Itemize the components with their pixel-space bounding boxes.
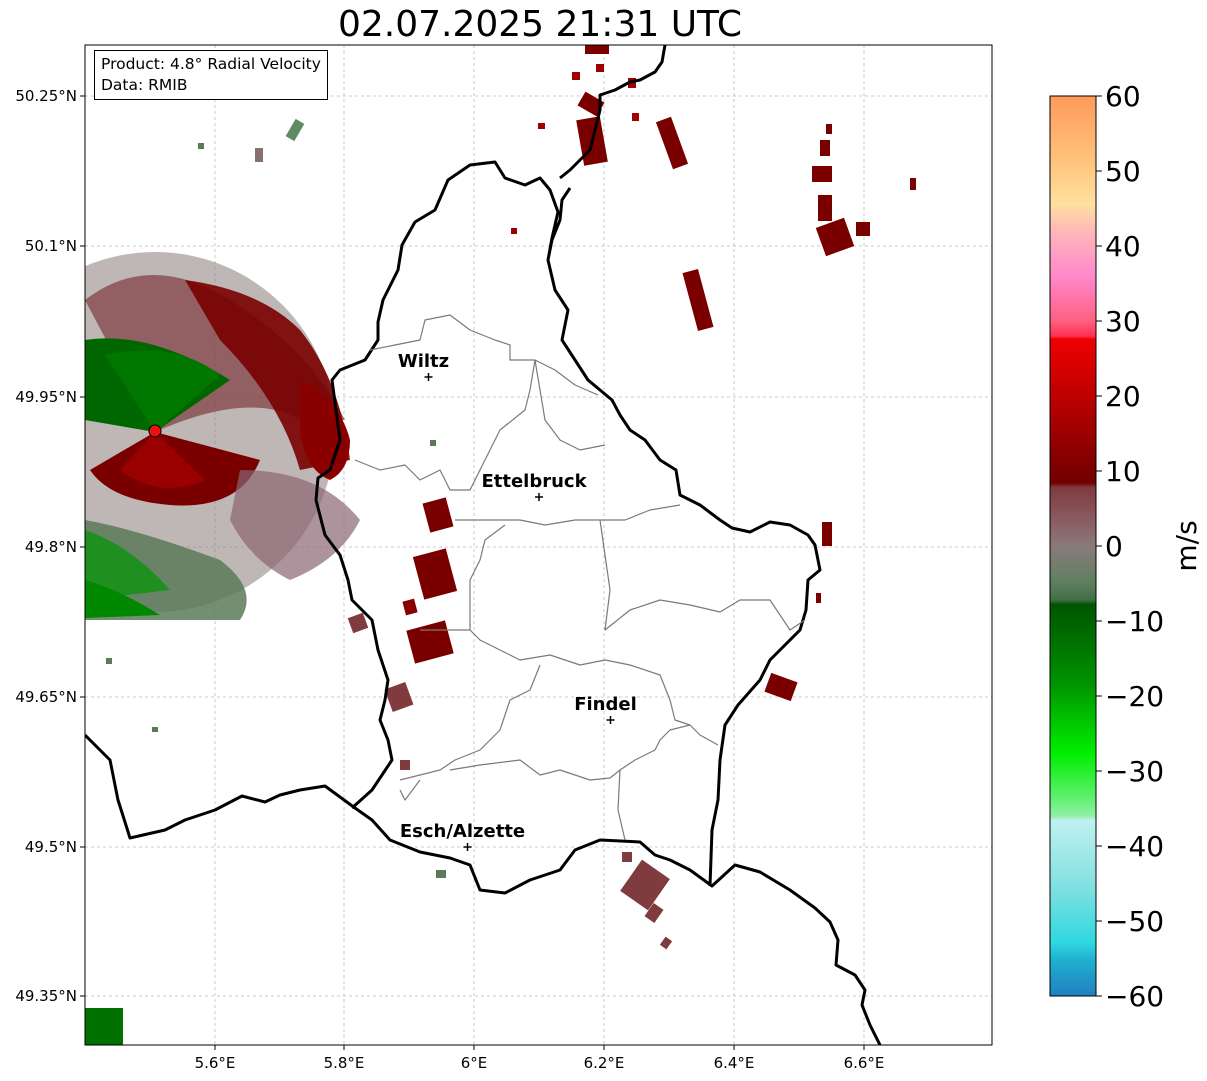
colorbar-tick-label: 20	[1105, 380, 1141, 413]
city-label: Wiltz	[398, 351, 449, 372]
lat-tick-label: 49.5°N	[25, 838, 77, 856]
lon-tick-label: 6.4°E	[714, 1054, 755, 1072]
colorbar-tick-label: 40	[1105, 230, 1141, 263]
colorbar-unit-label: m/s	[1170, 520, 1203, 571]
city-marker	[424, 373, 433, 381]
product-label: Product: 4.8° Radial Velocity	[101, 55, 321, 73]
map-title: 02.07.2025 21:31 UTC	[337, 4, 743, 45]
city-label: Esch/Alzette	[400, 821, 525, 842]
colorbar-tick-label: −40	[1105, 830, 1164, 863]
lon-tick-label: 5.6°E	[195, 1054, 236, 1072]
colorbar-tick-label: 60	[1105, 80, 1141, 113]
colorbar-tick-label: −60	[1105, 980, 1164, 1013]
district-boundaries	[354, 314, 806, 841]
lat-tick-label: 49.35°N	[15, 987, 77, 1005]
city-marker	[463, 843, 472, 851]
data-source-label: Data: RMIB	[101, 76, 188, 94]
map-frame	[84, 44, 993, 1046]
country-border	[85, 45, 882, 1045]
lat-tick-label: 49.8°N	[25, 538, 77, 556]
lat-tick-label: 49.65°N	[15, 688, 77, 706]
colorbar-tick-label: −50	[1105, 905, 1164, 938]
city-label: Findel	[574, 694, 637, 715]
city-marker	[535, 493, 543, 501]
lat-tick-label: 49.95°N	[15, 388, 77, 406]
colorbar-tick-label: 50	[1105, 155, 1141, 188]
radar-site-marker	[148, 424, 162, 438]
lon-tick-label: 6.2°E	[584, 1054, 625, 1072]
lon-tick-label: 5.8°E	[324, 1054, 365, 1072]
radar-velocity-echoes	[85, 45, 916, 1045]
latitude-axis: 50.25°N 50.1°N 49.95°N 49.8°N 49.65°N 49.5°N 4…	[15, 87, 85, 1005]
city-marker	[606, 716, 615, 724]
lon-tick-label: 6.6°E	[844, 1054, 885, 1072]
lat-tick-label: 50.25°N	[15, 87, 77, 105]
city-label: Ettelbruck	[481, 471, 587, 492]
city-markers: Wiltz Ettelbruck Findel Esch/Alzette	[398, 351, 637, 851]
colorbar-tick-label: 30	[1105, 305, 1141, 338]
colorbar-scale	[1049, 95, 1097, 997]
colorbar-tick-label: 10	[1105, 455, 1141, 488]
colorbar-tick-label: −30	[1105, 755, 1164, 788]
product-info-box: Product: 4.8° Radial Velocity Data: RMIB	[94, 50, 328, 100]
colorbar-tick-label: 0	[1105, 530, 1123, 563]
longitude-axis: 5.6°E 5.8°E 6°E 6.2°E 6.4°E 6.6°E	[195, 1045, 885, 1072]
colorbar-tick-label: −10	[1105, 605, 1164, 638]
lon-tick-label: 6°E	[461, 1054, 488, 1072]
velocity-colorbar: 60 50 40 30 20 10 0 −10 −20 −30 −40 −50 −60 m/s	[1049, 80, 1203, 1013]
colorbar-tick-label: −20	[1105, 680, 1164, 713]
lat-tick-label: 50.1°N	[25, 237, 77, 255]
